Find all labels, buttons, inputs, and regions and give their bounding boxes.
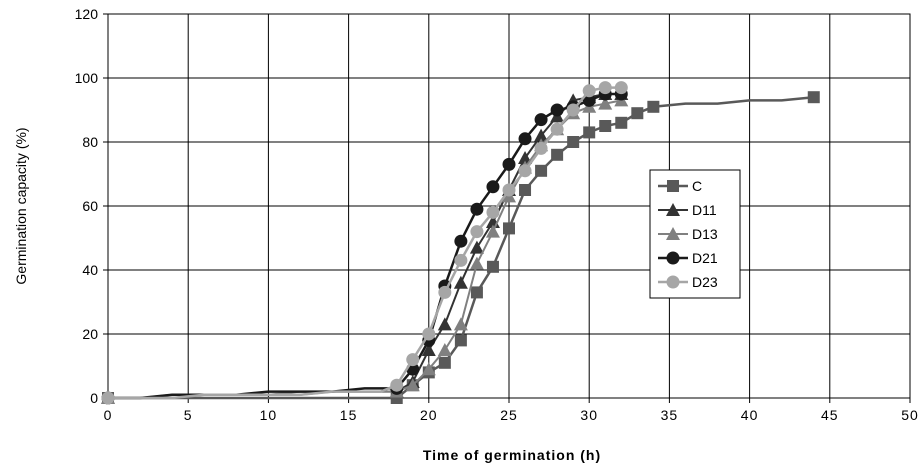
data-point-d23 xyxy=(406,353,420,367)
data-point-d21 xyxy=(582,93,596,107)
data-point-d21 xyxy=(550,103,564,117)
series-line-d23 xyxy=(108,86,622,400)
y-axis: 0 20 40 60 80 100 120 xyxy=(75,6,108,406)
x-tick-label: 0 xyxy=(104,407,113,423)
x-axis: 0 5 10 15 20 25 30 35 40 45 50 xyxy=(104,398,919,423)
data-point-d11 xyxy=(518,151,533,164)
data-point-d23 xyxy=(614,81,628,95)
data-point-d21 xyxy=(486,180,500,194)
data-point-c xyxy=(519,184,532,196)
legend-label-c: C xyxy=(692,178,702,194)
data-point-d23 xyxy=(566,103,580,117)
data-point-d11 xyxy=(421,343,436,356)
data-point-c xyxy=(454,334,467,347)
x-tick-label: 25 xyxy=(500,407,518,423)
legend-marker-d23 xyxy=(666,275,680,289)
legend: C D11 D13 D21 D23 xyxy=(649,169,741,299)
x-tick-label: 15 xyxy=(340,407,358,423)
data-point-d13 xyxy=(437,343,452,356)
data-point-d23 xyxy=(518,164,532,178)
x-tick-label: 45 xyxy=(821,407,839,423)
data-point-d21 xyxy=(502,157,516,171)
y-tick-label: 20 xyxy=(82,326,98,342)
legend-label-d23: D23 xyxy=(692,274,718,290)
y-tick-label: 0 xyxy=(90,390,98,406)
legend-marker-d13 xyxy=(666,227,680,240)
data-point-c xyxy=(567,136,580,148)
legend-marker-c xyxy=(667,180,679,192)
data-point-c xyxy=(615,116,628,129)
y-tick-label: 60 xyxy=(82,198,98,214)
data-point-d23 xyxy=(550,122,564,136)
data-point-d23 xyxy=(598,81,612,95)
data-point-d23 xyxy=(582,84,596,98)
data-point-d23 xyxy=(101,391,115,405)
y-tick-label: 40 xyxy=(82,262,98,278)
data-point-d23 xyxy=(438,285,452,299)
x-tick-label: 50 xyxy=(901,407,919,423)
data-point-c xyxy=(583,126,596,139)
data-point-c xyxy=(599,120,612,132)
x-tick-label: 35 xyxy=(661,407,679,423)
series-layer xyxy=(101,81,820,405)
data-point-c xyxy=(647,100,660,113)
data-point-d13 xyxy=(485,224,500,238)
x-tick-label: 20 xyxy=(420,407,438,423)
data-point-d11 xyxy=(453,275,468,289)
data-point-c xyxy=(535,164,548,177)
data-point-d23 xyxy=(486,205,500,219)
data-point-d23 xyxy=(454,253,468,267)
data-point-d11 xyxy=(534,128,549,142)
data-point-d23 xyxy=(390,378,404,392)
data-point-d13 xyxy=(598,96,613,110)
x-tick-label: 30 xyxy=(580,407,598,423)
y-tick-label: 80 xyxy=(82,134,98,150)
data-point-c xyxy=(438,356,451,369)
data-point-d21 xyxy=(470,202,484,216)
legend-label-d21: D21 xyxy=(692,250,718,266)
x-tick-label: 5 xyxy=(184,407,193,423)
data-point-c xyxy=(551,148,564,161)
legend-marker-d21 xyxy=(666,251,680,265)
y-tick-label: 120 xyxy=(75,6,99,22)
legend-marker-d11 xyxy=(666,203,680,216)
data-point-d23 xyxy=(534,141,548,155)
data-point-c xyxy=(807,91,820,104)
data-point-c xyxy=(631,107,644,120)
data-point-d13 xyxy=(453,317,468,331)
data-point-d13 xyxy=(405,378,420,392)
data-point-c xyxy=(486,260,499,273)
x-tick-label: 10 xyxy=(260,407,278,423)
grid xyxy=(107,13,911,399)
data-point-d23 xyxy=(502,183,516,197)
x-tick-label: 40 xyxy=(741,407,759,423)
data-point-d21 xyxy=(534,113,548,127)
y-axis-title: Germination capacity (%) xyxy=(13,127,29,284)
series-d21 xyxy=(101,87,628,405)
data-point-d23 xyxy=(422,327,436,341)
series-d23 xyxy=(101,81,628,405)
data-point-d11 xyxy=(469,240,484,254)
data-point-d13 xyxy=(469,256,484,270)
data-point-c xyxy=(470,286,483,299)
data-point-d11 xyxy=(437,317,452,331)
data-point-d13 xyxy=(421,362,436,376)
data-point-c xyxy=(503,222,515,235)
x-axis-title: Time of germination (h) xyxy=(423,447,601,463)
data-point-d21 xyxy=(454,234,468,248)
legend-label-d13: D13 xyxy=(692,226,718,242)
legend-label-d11: D11 xyxy=(692,202,717,218)
data-point-d23 xyxy=(470,225,484,239)
series-d11 xyxy=(101,87,629,404)
y-tick-label: 100 xyxy=(75,70,99,86)
data-point-d21 xyxy=(518,132,532,146)
